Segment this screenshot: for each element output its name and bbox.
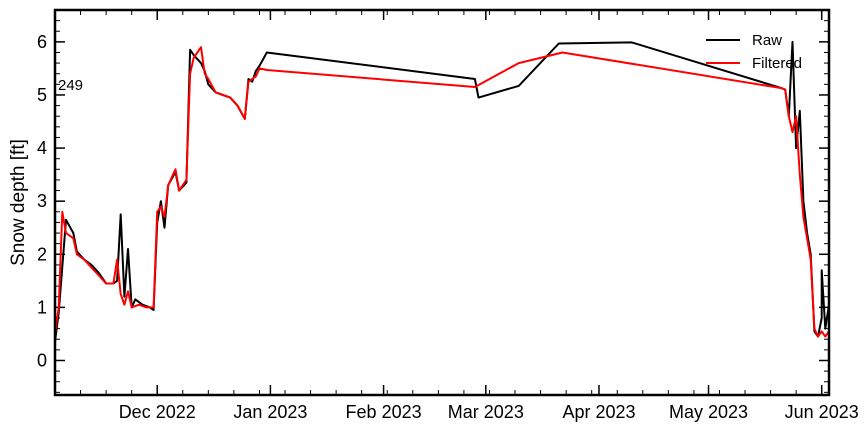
series-line-raw (54, 40, 830, 343)
y-tick-label: 1 (37, 297, 47, 317)
y-axis-label: Snow depth [ft] (8, 139, 29, 266)
plot-frame (53, 8, 831, 397)
series-line-filtered (54, 46, 830, 338)
x-tick-label: Jan 2023 (233, 402, 307, 422)
y-tick-label: 4 (37, 138, 47, 158)
x-tick-label: Apr 2023 (562, 402, 635, 422)
x-tick-label: Jun 2023 (785, 402, 859, 422)
y-tick-label: 3 (37, 191, 47, 211)
x-tick-label: Feb 2023 (346, 402, 422, 422)
x-tick-label: Mar 2023 (448, 402, 524, 422)
x-tick-label: Dec 2022 (119, 402, 196, 422)
tick-labels: 0 1 2 3 4 5 6 Dec 2022 Jan 2023 Feb 2023 Mar 2023 A… (37, 32, 859, 422)
legend: Raw Filtered (706, 32, 802, 72)
x-tick-label: May 2023 (669, 402, 748, 422)
station-annotation: 249 (58, 77, 83, 94)
y-tick-label: 5 (37, 85, 47, 105)
y-tick-label: 0 (37, 350, 47, 370)
series-lines (54, 40, 830, 343)
legend-entry-raw: Raw (752, 32, 782, 49)
y-tick-label: 2 (37, 244, 47, 264)
legend-entry-filtered: Filtered (752, 55, 802, 72)
y-tick-label: 6 (37, 32, 47, 52)
